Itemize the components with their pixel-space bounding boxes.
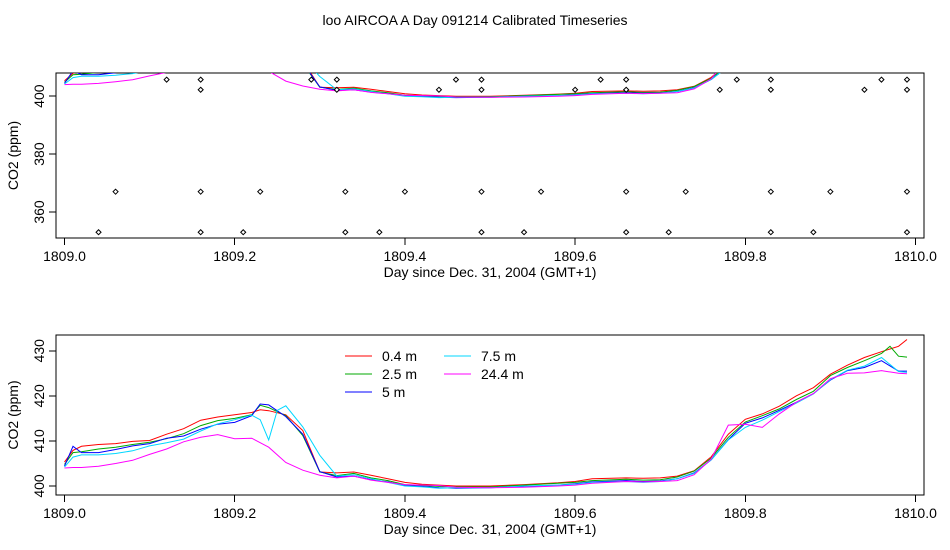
- y-tick-label: 410: [31, 429, 47, 453]
- x-tick-label: 1810.0: [894, 505, 937, 521]
- y-tick-label: 380: [31, 142, 47, 166]
- data-point-marker: [478, 229, 485, 236]
- series-line-7-5-m: [64, 356, 908, 489]
- chart-title: loo AIRCOA A Day 091214 Calibrated Times…: [322, 12, 627, 28]
- data-point-marker: [197, 229, 204, 236]
- data-point-marker: [767, 188, 775, 195]
- y-tick-label: 420: [31, 384, 47, 408]
- legend-label: 2.5 m: [382, 366, 417, 382]
- x-tick-label: 1809.6: [554, 505, 597, 521]
- data-point-marker: [622, 188, 630, 195]
- legend-label: 24.4 m: [481, 366, 524, 382]
- data-point-marker: [537, 188, 545, 195]
- x-tick-label: 1809.4: [383, 248, 426, 264]
- data-point-marker: [478, 188, 485, 195]
- data-point-marker: [597, 76, 604, 83]
- data-point-marker: [767, 86, 775, 93]
- data-point-marker: [733, 76, 740, 83]
- data-point-marker: [478, 76, 485, 83]
- x-axis-label: Day since Dec. 31, 2004 (GMT+1): [384, 521, 597, 537]
- data-point-marker: [903, 188, 911, 195]
- x-tick-label: 1809.2: [213, 505, 256, 521]
- data-point-marker: [342, 229, 349, 236]
- data-point-marker: [827, 188, 834, 195]
- data-point-marker: [197, 76, 204, 83]
- data-point-marker: [622, 86, 630, 93]
- y-tick-label: 360: [31, 200, 47, 224]
- data-point-marker: [342, 188, 349, 195]
- x-tick-label: 1809.0: [43, 248, 86, 264]
- data-point-marker: [95, 229, 102, 236]
- legend-label: 7.5 m: [481, 348, 516, 364]
- data-point-marker: [665, 229, 672, 236]
- data-point-marker: [767, 76, 775, 83]
- data-point-marker: [257, 188, 264, 195]
- x-tick-label: 1809.6: [554, 248, 597, 264]
- y-tick-label: 400: [31, 474, 47, 498]
- data-point-marker: [435, 86, 443, 93]
- x-tick-label: 1809.8: [724, 248, 767, 264]
- panel-1-frame: [55, 72, 925, 239]
- x-tick-label: 1809.0: [43, 505, 86, 521]
- data-point-marker: [810, 229, 817, 236]
- data-point-marker: [163, 76, 170, 83]
- y-axis-label: CO2 (ppm): [5, 380, 21, 449]
- data-point-marker: [478, 86, 485, 93]
- data-point-marker: [571, 86, 579, 93]
- x-tick-label: 1809.2: [213, 248, 256, 264]
- data-point-marker: [452, 76, 460, 83]
- series-line-24-4-m: [64, 73, 717, 98]
- data-point-marker: [401, 188, 409, 195]
- data-point-marker: [682, 188, 689, 195]
- data-point-marker: [520, 229, 528, 236]
- panel-2-frame: [55, 334, 925, 496]
- data-point-marker: [622, 229, 630, 236]
- data-point-marker: [197, 188, 204, 195]
- data-point-marker: [903, 76, 911, 83]
- legend-label: 5 m: [382, 384, 405, 400]
- y-tick-label: 400: [31, 84, 47, 108]
- y-tick-label: 430: [31, 339, 47, 363]
- data-point-marker: [716, 86, 723, 93]
- x-tick-label: 1809.8: [724, 505, 767, 521]
- data-point-marker: [622, 76, 630, 83]
- data-point-marker: [903, 229, 911, 236]
- x-tick-label: 1810.0: [894, 248, 937, 264]
- x-tick-label: 1809.4: [383, 505, 426, 521]
- data-point-marker: [112, 188, 119, 195]
- x-axis-label: Day since Dec. 31, 2004 (GMT+1): [384, 264, 597, 280]
- data-point-marker: [333, 86, 341, 93]
- data-point-marker: [878, 76, 885, 83]
- data-point-marker: [333, 76, 341, 83]
- data-point-marker: [767, 229, 775, 236]
- data-point-marker: [240, 229, 247, 236]
- data-point-marker: [197, 86, 204, 93]
- data-point-marker: [903, 86, 911, 93]
- series-line-24-4-m: [64, 370, 908, 489]
- data-point-marker: [861, 86, 868, 93]
- y-axis-label: CO2 (ppm): [5, 121, 21, 190]
- data-point-marker: [308, 76, 315, 83]
- legend-label: 0.4 m: [382, 348, 417, 364]
- series-line-7-5-m: [64, 73, 721, 99]
- data-point-marker: [376, 229, 383, 236]
